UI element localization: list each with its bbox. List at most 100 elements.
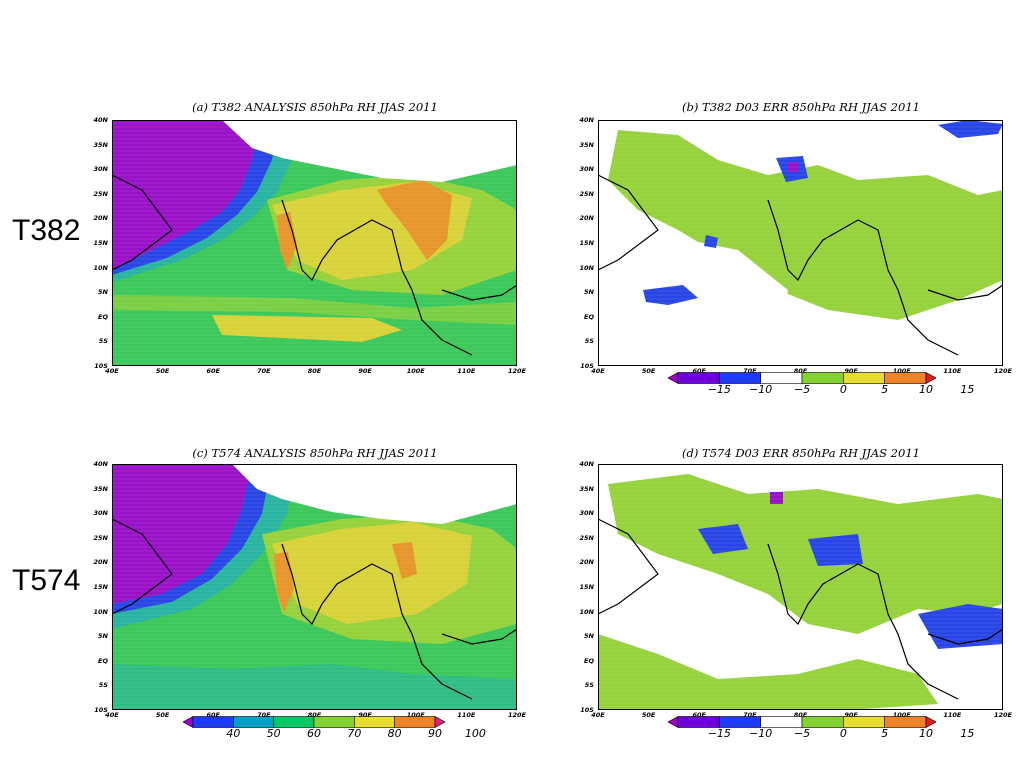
colorbar-c bbox=[183, 716, 445, 728]
error-blue-patch-2 bbox=[704, 235, 718, 248]
lon-tick-label: 70E bbox=[257, 711, 271, 719]
lat-tick-label: 30N bbox=[93, 165, 109, 174]
orange-patch-bay bbox=[377, 180, 452, 260]
lat-tick-label: 25N bbox=[579, 533, 595, 542]
coastline bbox=[112, 174, 517, 356]
colorbar-segment bbox=[354, 716, 395, 728]
arabia-purple-region bbox=[112, 464, 252, 604]
lon-tick-label: 40E bbox=[591, 367, 605, 375]
lat-tick-label: 10N bbox=[579, 263, 595, 272]
lat-tick-label: 40N bbox=[93, 460, 109, 468]
lat-tick-label: 15N bbox=[579, 583, 595, 591]
colorbar-segment bbox=[668, 372, 679, 384]
lat-tick-label: 10N bbox=[93, 263, 109, 272]
lon-tick-label: 70E bbox=[257, 367, 271, 375]
colorbar-tick-label: 90 bbox=[428, 727, 442, 740]
lon-tick-label: 100E bbox=[892, 711, 911, 719]
map-panel-d bbox=[598, 464, 1003, 710]
southern-teal-band bbox=[112, 664, 517, 710]
colorbar-tick-label: 40 bbox=[226, 727, 241, 740]
orange-patch-west bbox=[277, 212, 297, 270]
colorbar-tick-label: 0 bbox=[839, 383, 847, 396]
arabia-purple-region bbox=[112, 120, 262, 270]
india-yellow-region bbox=[272, 522, 472, 624]
lat-tick-label: 15N bbox=[93, 583, 109, 591]
colorbar-tick-label: −5 bbox=[793, 383, 811, 396]
map-frame bbox=[112, 464, 517, 710]
lat-tick-label: EQ bbox=[98, 312, 108, 321]
lon-tick-label: 80E bbox=[307, 367, 322, 375]
error-white-arabian-sea bbox=[628, 574, 778, 669]
lat-tick-label: 25N bbox=[93, 189, 109, 198]
lon-tick-label: 120E bbox=[507, 367, 526, 375]
panel-title-b: (b) T382 D03 ERR 850hPa RH JJAS 2011 bbox=[682, 100, 920, 114]
panel-title-a: (a) T382 ANALYSIS 850hPa RH JJAS 2011 bbox=[192, 100, 438, 114]
southern-lightgreen-band bbox=[112, 295, 517, 325]
colorbar-tick-label: 60 bbox=[307, 727, 321, 740]
lon-tick-label: 70E bbox=[743, 711, 757, 719]
lat-tick-label: 5N bbox=[584, 632, 594, 641]
colorbar-d bbox=[668, 716, 936, 728]
colorbar-tick-label: −15 bbox=[707, 383, 731, 396]
lat-tick-label: 5S bbox=[584, 681, 594, 690]
colorbar-tick-label: −10 bbox=[749, 727, 773, 740]
lon-tick-label: 50E bbox=[155, 711, 170, 719]
tibet-white-mask bbox=[222, 120, 517, 182]
lat-tick-label: EQ bbox=[584, 656, 594, 665]
colorbar-b bbox=[668, 372, 936, 384]
lon-tick-label: 80E bbox=[793, 711, 808, 719]
colorbar-segment bbox=[719, 716, 761, 728]
lon-tick-label: 70E bbox=[743, 367, 757, 375]
lat-tick-label: 20N bbox=[93, 214, 109, 223]
colorbar-tick-label: 15 bbox=[960, 383, 975, 396]
colorbar-segment bbox=[719, 372, 761, 384]
colorbar-segment bbox=[801, 716, 844, 728]
colorbar-segment bbox=[884, 716, 927, 728]
lat-tick-label: 30N bbox=[579, 165, 595, 174]
colorbar-segment bbox=[760, 372, 803, 384]
colorbar-segment bbox=[843, 716, 885, 728]
lat-tick-label: 40N bbox=[93, 116, 109, 124]
lat-tick-label: 35N bbox=[93, 140, 109, 149]
lat-tick-label: EQ bbox=[98, 656, 108, 665]
colorbar-segment bbox=[801, 372, 844, 384]
panel-title-d: (d) T574 D03 ERR 850hPa RH JJAS 2011 bbox=[682, 446, 920, 460]
orange-patch-west bbox=[274, 552, 294, 612]
panel-title-c: (c) T574 ANALYSIS 850hPa RH JJAS 2011 bbox=[192, 446, 438, 460]
southern-ocean-yellow-band bbox=[212, 315, 402, 342]
lon-tick-label: 60E bbox=[692, 367, 707, 375]
lon-tick-label: 40E bbox=[105, 711, 119, 719]
colorbar-segment bbox=[677, 716, 720, 728]
lon-tick-label: 90E bbox=[358, 367, 372, 375]
lat-tick-label: 5N bbox=[584, 288, 594, 297]
lat-tick-label: 10N bbox=[579, 607, 595, 616]
colorbar-tick-label: −15 bbox=[707, 727, 731, 740]
error-purple-patch bbox=[770, 492, 783, 504]
colorbar-tick-label: 0 bbox=[839, 727, 847, 740]
colorbar-segment bbox=[183, 716, 194, 728]
lon-tick-label: 120E bbox=[993, 711, 1012, 719]
colorbar-segment bbox=[192, 716, 234, 728]
row-label-t382: T382 bbox=[12, 214, 81, 247]
error-blue-patch-ne bbox=[938, 120, 1003, 138]
lat-tick-label: 10S bbox=[580, 706, 594, 714]
lon-tick-label: 110E bbox=[943, 711, 962, 719]
lat-tick-label: 10S bbox=[94, 362, 108, 370]
colorbar-tick-label: 5 bbox=[881, 383, 889, 396]
map-frame bbox=[598, 120, 1003, 366]
colorbar-segment bbox=[925, 372, 936, 384]
colorbar-segment bbox=[313, 716, 355, 728]
error-blue-patch-2 bbox=[808, 534, 863, 566]
lat-tick-label: 10S bbox=[94, 706, 108, 714]
lon-tick-label: 100E bbox=[892, 367, 911, 375]
colorbar-tick-label: 10 bbox=[919, 383, 933, 396]
lon-tick-label: 120E bbox=[507, 711, 526, 719]
lat-tick-label: 20N bbox=[93, 558, 109, 567]
colorbar-tick-label: 100 bbox=[464, 727, 486, 740]
lat-tick-label: 5N bbox=[98, 632, 108, 641]
map-frame bbox=[598, 464, 1003, 710]
colorbar-tick-label: 15 bbox=[960, 727, 975, 740]
lon-tick-label: 60E bbox=[206, 367, 221, 375]
lat-tick-label: 5S bbox=[584, 337, 594, 346]
error-green-south bbox=[598, 634, 938, 710]
